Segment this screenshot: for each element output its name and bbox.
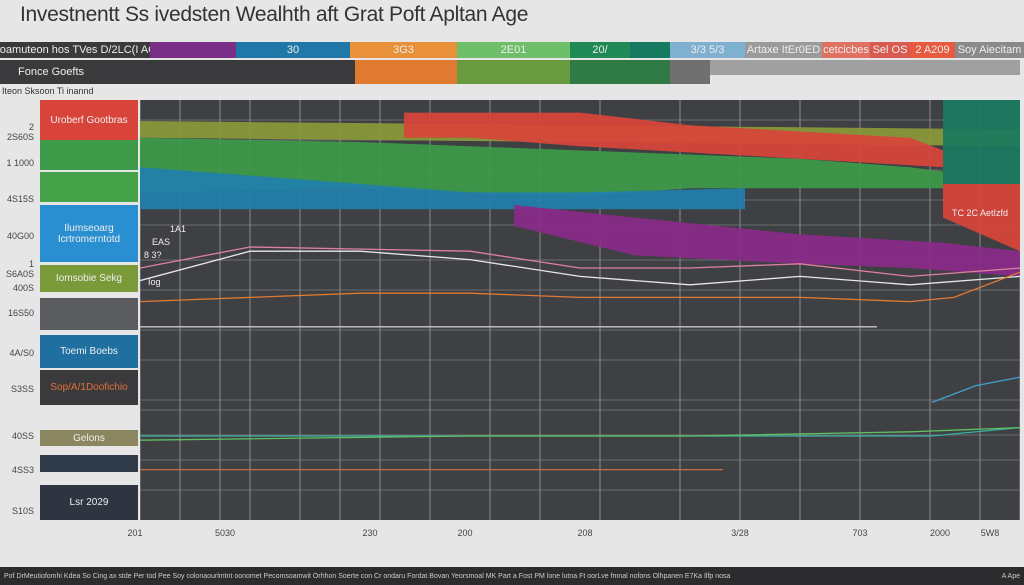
series-line [140, 250, 1020, 286]
header-band-segment: 3/3 5/3 [670, 42, 745, 58]
header-band-segment: 30 [236, 42, 350, 58]
y-tick-label: 40SS [11, 431, 34, 441]
header-band-segment [570, 60, 670, 84]
header-band-segment: Sel OS [870, 42, 910, 58]
series-line [140, 426, 1020, 441]
header-band-segment [670, 60, 710, 84]
x-tick-label: 703 [852, 528, 868, 538]
header-band-segment [457, 60, 570, 84]
data-label: Iog [148, 277, 161, 287]
legend-block: Iomsobie Sekg [40, 265, 138, 292]
y-tick-label: 4S15S [6, 194, 34, 204]
y-tick-label: 400S [12, 283, 34, 293]
x-tick-label: 208 [577, 528, 593, 538]
legend-block: Ilumseoarg Icrtromerntotd [40, 205, 138, 262]
y-tick-label: 4A/S0 [9, 348, 34, 358]
area-band [140, 167, 745, 210]
header-band-segment: Artaxe ItEr0ED [745, 42, 822, 58]
area-band [943, 184, 1020, 252]
y-tick-label: 1 1000 [6, 158, 34, 168]
header-band-segment: Woamuteon hos TVes D/2LC(I AG) [0, 42, 150, 58]
area-band [404, 112, 943, 168]
series-line [140, 426, 1020, 437]
y-tick-label: 16S50 [7, 308, 34, 318]
header-band-segment: 2E01 [457, 42, 570, 58]
data-label: EAS [152, 237, 170, 247]
header-band-segment: Fonce Goefts [0, 60, 355, 84]
header-band-segment [355, 60, 457, 84]
x-tick-label: 5W8 [980, 528, 1000, 538]
x-tick-label: 5030 [214, 528, 236, 538]
area-band [514, 205, 1020, 277]
y-tick-label: 4SS3 [11, 465, 34, 475]
series-line [931, 376, 1020, 404]
y-tick-label: S10S [11, 506, 34, 516]
legend-block: Lsr 2029 [40, 485, 138, 520]
x-tick-label: 230 [362, 528, 378, 538]
header-band-segment: Soy Aiecitam [955, 42, 1024, 58]
footer-bar: Pof DrMeutiofomhi Kdea So Cing ax stde P… [0, 567, 1024, 585]
y-tick-label: 40G00 [6, 231, 34, 241]
data-label: 8 3? [144, 250, 162, 260]
header-band-segment: 2 A209 [910, 42, 955, 58]
x-tick-label: 2000 [929, 528, 951, 538]
chart-subtitle: Iteon Sksoon Ti inannd [2, 86, 94, 96]
header-band-segment: cetcicbes [822, 42, 870, 58]
x-axis: 201 5030 230 200 208 3/28 703 2000 5W8 [127, 528, 1020, 544]
legend-block: Gelons [40, 430, 138, 446]
series-line [140, 246, 1020, 278]
chart-title: Investnentt Ss ivedsten Wealhth aft Grat… [20, 3, 529, 26]
y-tick-label: 1 S6A0S [5, 259, 34, 279]
area-band [943, 100, 1020, 184]
legend-block [40, 172, 138, 202]
area-band [140, 137, 943, 197]
series-line [140, 271, 1020, 303]
legend-block: Sop/A/1Doofichio [40, 370, 138, 405]
y-tick-label: S3SS [10, 384, 34, 394]
header-band-segment [150, 42, 236, 58]
x-tick-label: 3/28 [731, 528, 749, 538]
x-tick-label: 200 [457, 528, 473, 538]
footer-text: Pof DrMeutiofomhi Kdea So Cing ax stde P… [4, 572, 731, 580]
data-label: 1A1 [170, 224, 186, 234]
y-tick-label: 2 2S60S [6, 122, 34, 142]
legend-block: Uroberf Gootbras [40, 100, 138, 140]
header-band-segment: 3G3 [350, 42, 457, 58]
header-band-segment: 20/ [570, 42, 630, 58]
legend-block: Toemi Boebs [40, 335, 138, 368]
legend-block [40, 455, 138, 472]
header-band-segment [710, 60, 1020, 75]
footer-right: A Ape [1001, 572, 1020, 580]
data-label: TC 2C AetIzfd [952, 208, 1008, 218]
x-tick-label: 201 [127, 528, 143, 538]
legend-block [40, 298, 138, 330]
legend-block [40, 140, 138, 170]
header-band-segment [630, 42, 670, 58]
